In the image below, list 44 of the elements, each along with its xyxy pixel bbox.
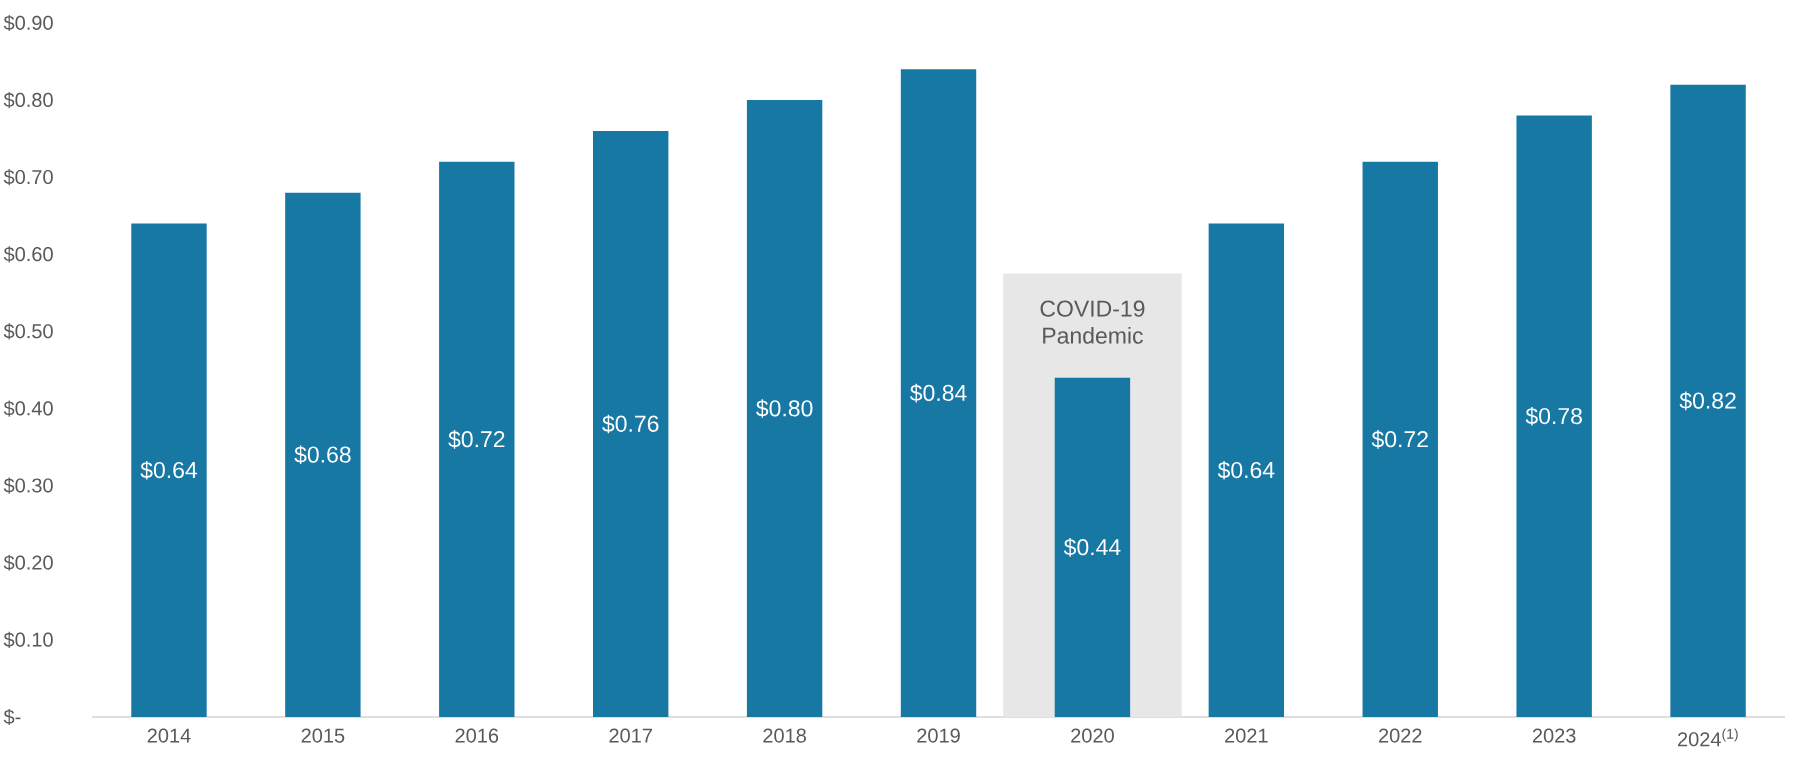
x-tick-label: 2021 <box>1225 728 1268 743</box>
bar <box>131 223 207 717</box>
bar <box>285 192 361 717</box>
x-tick-label: 2019 <box>917 728 960 743</box>
y-tick-label: $0.70 <box>3 169 53 186</box>
bar <box>1362 161 1438 717</box>
bar <box>746 100 823 717</box>
y-tick-label: $0.80 <box>3 91 53 109</box>
bar <box>439 161 515 717</box>
x-tick-label: 2018 <box>763 728 806 743</box>
x-tick-label: 2020 <box>1071 728 1114 743</box>
x-tick-label: 2017 <box>609 728 652 743</box>
x-tick-label: 2016 <box>455 728 499 743</box>
data-label: $0.78 <box>1525 406 1582 426</box>
data-label: $0.64 <box>140 460 198 480</box>
band-label: COVID-19 Pandemic <box>1040 300 1145 344</box>
data-label: $0.72 <box>1371 430 1428 449</box>
bar <box>1208 223 1285 717</box>
bar <box>1670 84 1746 717</box>
y-tick-label: $0.10 <box>3 631 53 648</box>
bar <box>1054 377 1131 717</box>
y-tick-label: $0.60 <box>3 246 53 263</box>
bar <box>1516 115 1592 717</box>
y-tick-label: $0.40 <box>3 400 53 417</box>
y-tick-label: $0.90 <box>3 14 53 32</box>
y-tick-label: $0.30 <box>3 477 53 494</box>
data-label: $0.64 <box>1217 460 1275 480</box>
data-label: $0.84 <box>909 383 967 403</box>
data-label: $0.44 <box>1063 538 1121 557</box>
data-label: $0.68 <box>294 445 351 465</box>
x-tick-label: 2022 <box>1379 728 1422 743</box>
x-tick-label: 2014 <box>147 728 191 743</box>
data-label: $0.80 <box>756 399 813 418</box>
data-label: $0.72 <box>448 430 505 449</box>
bar <box>900 69 977 717</box>
bar <box>592 130 669 717</box>
y-tick-label: $- <box>3 708 21 726</box>
x-tick-label: 2023 <box>1532 728 1576 743</box>
x-tick-label: 2015 <box>301 728 345 743</box>
y-tick-label: $0.50 <box>3 323 53 340</box>
x-tick-label: 2024$^{(1)}$ <box>1678 728 1738 747</box>
data-label: $0.76 <box>602 414 659 434</box>
y-tick-label: $0.20 <box>3 554 53 571</box>
data-label: $0.82 <box>1679 391 1736 411</box>
